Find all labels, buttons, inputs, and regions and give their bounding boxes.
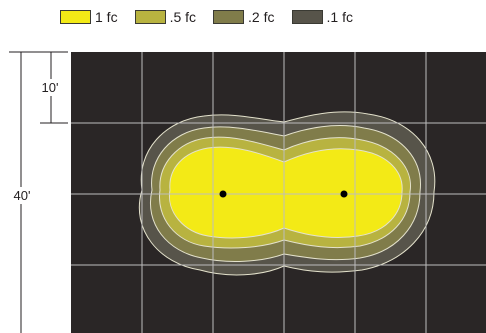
legend-swatch-01fc bbox=[291, 10, 323, 24]
light-fixture-left bbox=[219, 190, 227, 198]
dimension-label-40ft: 40' bbox=[14, 188, 31, 203]
legend-swatch-02fc bbox=[213, 10, 245, 24]
label-bg-10ft bbox=[36, 79, 64, 96]
dimension-label-10ft: 10' bbox=[42, 80, 59, 95]
grid bbox=[71, 52, 486, 333]
legend-swatch-05fc bbox=[134, 10, 166, 24]
contours bbox=[138, 111, 436, 276]
label-bg-40ft bbox=[8, 187, 36, 204]
legend-label-02fc: .2 fc bbox=[248, 9, 275, 25]
legend-item-01fc: .1 fc bbox=[291, 9, 353, 25]
legend-label-01fc: .1 fc bbox=[326, 9, 353, 25]
legend-item-05fc: .5 fc bbox=[134, 9, 197, 25]
legend: 1 fc .5 fc .2 fc .1 fc bbox=[60, 7, 370, 27]
legend-item-1fc: 1 fc bbox=[60, 9, 118, 25]
legend-item-02fc: .2 fc bbox=[213, 9, 275, 25]
contour-1fc bbox=[168, 146, 403, 239]
legend-swatch-1fc bbox=[60, 10, 91, 24]
light-fixture-right bbox=[340, 190, 348, 198]
legend-label-05fc: .5 fc bbox=[169, 9, 197, 25]
legend-label-1fc: 1 fc bbox=[95, 9, 118, 25]
